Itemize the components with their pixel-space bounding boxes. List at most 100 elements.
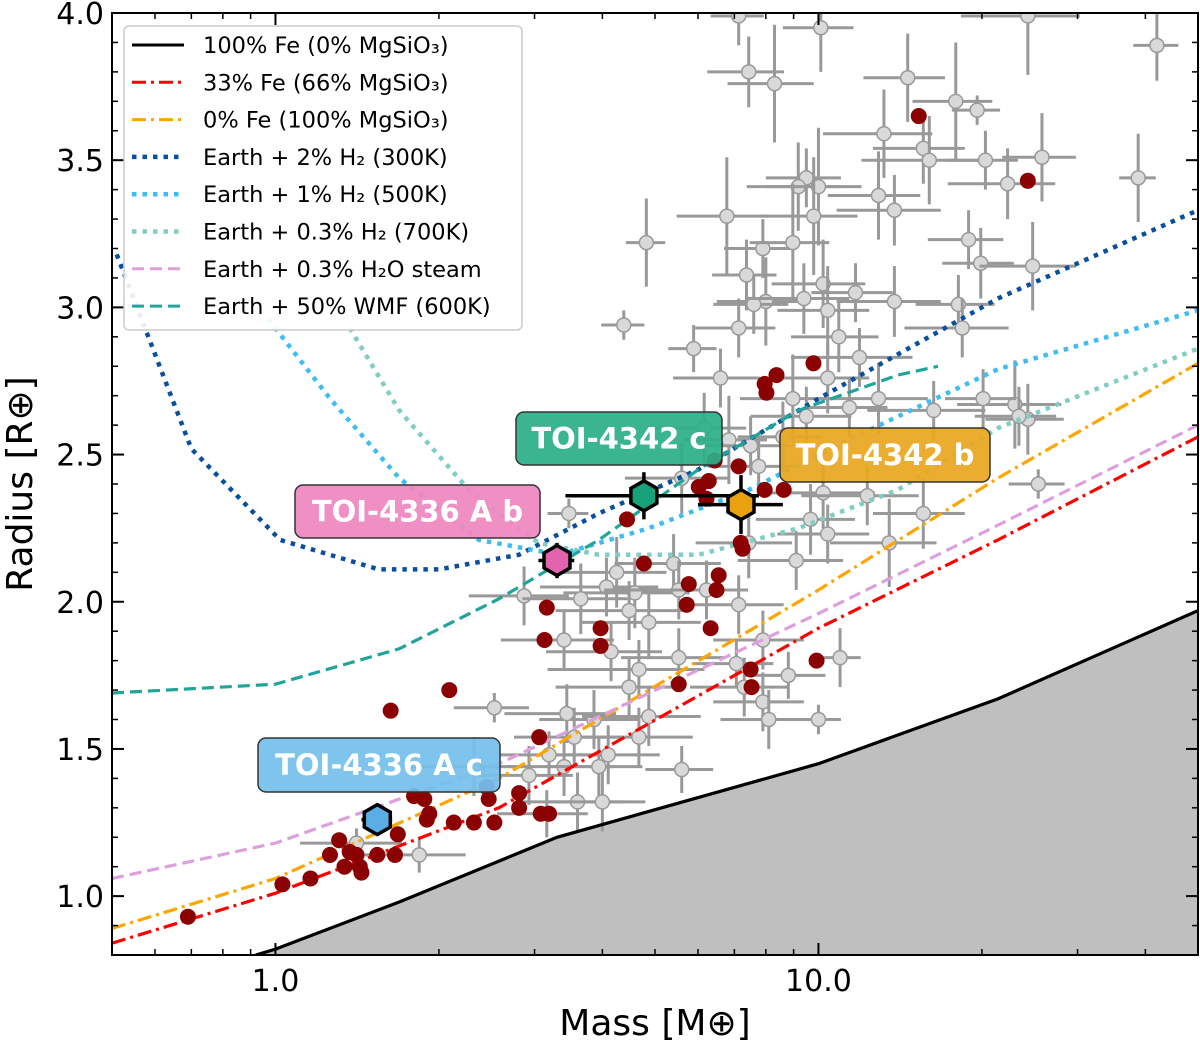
red-planet-9 (369, 846, 386, 863)
gray-planet-marker (521, 767, 537, 784)
gray-planet-marker (750, 458, 767, 475)
legend-label-5: Earth + 0.3% H₂ (700K) (203, 220, 469, 246)
gray-planet-35 (836, 266, 941, 337)
red-planet-3 (331, 832, 348, 849)
y-tick-label: 2.5 (56, 439, 104, 474)
gray-planet-94 (539, 690, 639, 749)
legend-box (123, 25, 523, 331)
x-tick-label: 10.0 (785, 964, 852, 999)
gray-planet-1 (782, 13, 854, 72)
hexagon-marker (629, 478, 659, 513)
gray-planet-marker (621, 602, 637, 619)
gray-planet-86 (692, 640, 774, 688)
gray-planet-marker (600, 747, 616, 763)
red-planet-55 (690, 478, 707, 495)
planet-label-text: TOI-4342 b (796, 438, 975, 472)
gray-planet-67 (1008, 469, 1065, 499)
gray-planet-19 (827, 151, 921, 240)
y-axis-label: Radius [R⊕] (0, 376, 41, 591)
red-planet-11 (389, 826, 406, 843)
red-planet-38 (730, 458, 747, 475)
gray-planet-78 (522, 563, 628, 635)
gray-planet-marker (712, 370, 729, 386)
red-planet-5 (336, 858, 353, 875)
red-planet-54 (1019, 172, 1036, 189)
hexagon-marker (362, 802, 393, 837)
red-planet-21 (511, 785, 528, 802)
red-planet-24 (541, 805, 558, 822)
gray-planet-marker (621, 679, 637, 695)
gray-planet-marker (876, 125, 892, 142)
red-planet-29 (635, 555, 652, 572)
gray-planet-marker (738, 267, 755, 283)
red-planet-50 (670, 676, 687, 693)
gray-planet-marker (847, 284, 864, 301)
gray-planet-marker (796, 290, 812, 307)
gray-planet-marker (516, 588, 532, 604)
gray-planet-72 (553, 536, 667, 608)
gray-planet-34 (811, 263, 893, 323)
highlighted-planet-1 (538, 542, 575, 579)
red-planet-1 (274, 876, 291, 893)
gray-planet-marker (1020, 13, 1036, 24)
gray-planet-79 (555, 581, 686, 641)
gray-planet-71 (614, 534, 721, 593)
gray-planet-marker (785, 390, 801, 407)
gray-planet-4 (863, 33, 945, 122)
gray-planet-marker (761, 711, 777, 728)
gray-planet-33 (771, 239, 866, 328)
gray-planet-marker (886, 293, 903, 310)
gray-planet-marker (673, 761, 690, 778)
planet-label-box (294, 484, 541, 539)
gray-planet-marker (788, 552, 804, 569)
gray-planet-marker (641, 614, 657, 631)
gray-planet-3 (727, 24, 814, 143)
gray-planet-41 (790, 301, 879, 373)
highlighted-planet-3 (697, 475, 783, 535)
red-planet-47 (808, 652, 825, 669)
gray-planet-marker (556, 632, 572, 648)
gray-planet-marker (975, 390, 991, 407)
hexagon-marker (542, 543, 572, 578)
gray-planet-61 (547, 498, 589, 529)
gray-planet-marker (948, 93, 964, 110)
legend-label-0: 100% Fe (0% MgSiO₃) (203, 33, 449, 59)
gray-planet-26 (927, 210, 1004, 270)
gray-planet-93 (453, 693, 529, 723)
model-curve-7 (112, 364, 939, 695)
y-tick-label: 3.0 (56, 291, 104, 326)
gray-planet-21 (625, 198, 666, 287)
gray-planet-marker (685, 340, 702, 357)
gray-planet-marker (730, 320, 747, 336)
plot-area (112, 13, 1198, 955)
red-planet-51 (441, 682, 458, 699)
gray-planet-marker (559, 705, 575, 722)
gray-planet-23 (759, 157, 858, 275)
red-planet-57 (348, 846, 365, 863)
red-planet-52 (382, 702, 399, 719)
gray-planet-25 (749, 183, 830, 302)
red-planet-49 (743, 679, 760, 696)
gray-planet-51 (750, 386, 852, 446)
y-tick-label: 2.0 (56, 586, 104, 621)
gray-planet-marker (638, 234, 655, 251)
y-tick-label: 1.5 (56, 733, 104, 768)
gray-planet-marker (815, 485, 831, 501)
red-planet-17 (480, 790, 497, 807)
red-planet-8 (353, 864, 370, 881)
x-axis-label: Mass [M⊕] (559, 1003, 750, 1044)
gray-planet-marker (831, 329, 847, 345)
gray-planet-marker (960, 231, 977, 248)
gray-planet-15 (1119, 133, 1156, 223)
gray-planet-9 (823, 89, 933, 178)
gray-planet-marker (805, 208, 822, 224)
legend-label-2: 0% Fe (100% MgSiO₃) (203, 108, 449, 134)
gray-planet-marker (819, 370, 836, 386)
gray-planet-marker (819, 302, 836, 319)
gray-planet-marker (813, 19, 829, 36)
gray-planet-marker (921, 152, 938, 168)
gray-planet-8 (960, 13, 1080, 75)
hexagon-marker (726, 487, 756, 522)
gray-planet-marker (616, 317, 632, 333)
gray-planet-28 (979, 222, 1076, 311)
